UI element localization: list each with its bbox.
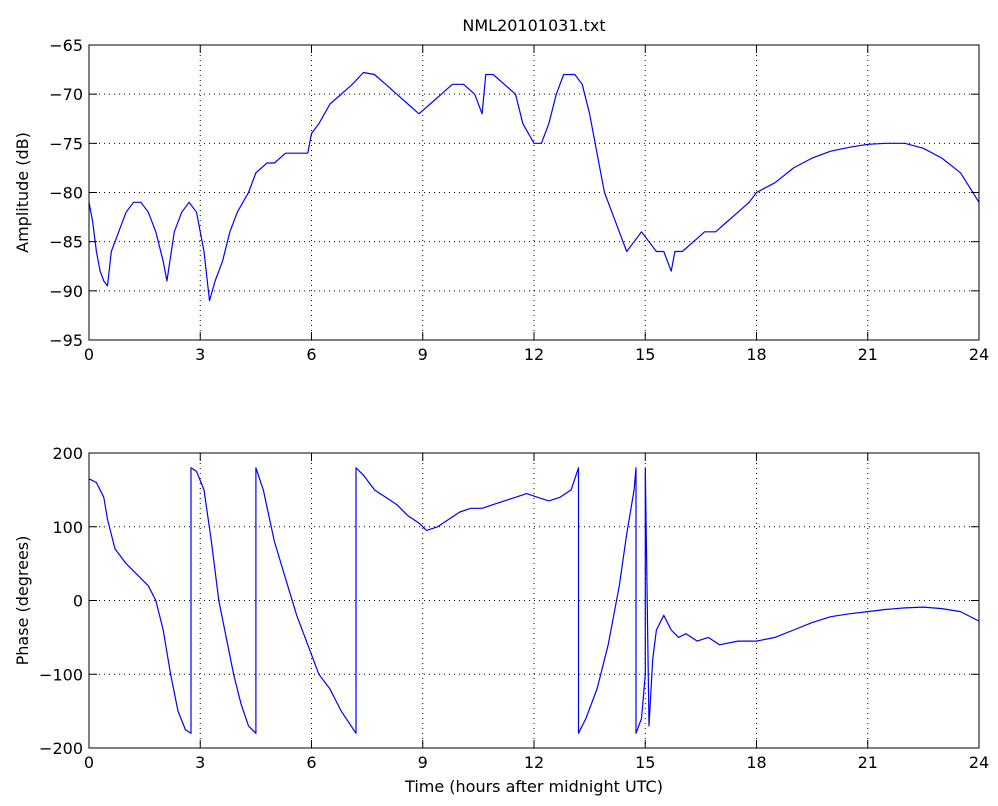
phase-xtick-label: 12 xyxy=(524,753,544,772)
amplitude-xtick-label: 21 xyxy=(858,345,878,364)
amplitude-xtick-label: 3 xyxy=(195,345,205,364)
phase-ytick-label: −100 xyxy=(39,665,83,684)
chart-title: NML20101031.txt xyxy=(462,16,605,35)
phase-xtick-label: 15 xyxy=(635,753,655,772)
phase-ytick-label: 200 xyxy=(52,444,83,463)
phase-axes: 0 3 6 9 12 15 18 21 24 −200 −100 0 100 200 Time (hour… xyxy=(13,444,989,796)
amplitude-ytick-label: −75 xyxy=(49,134,83,153)
phase-xtick-label: 21 xyxy=(858,753,878,772)
amplitude-xtick-label: 0 xyxy=(84,345,94,364)
phase-xtick-label: 9 xyxy=(418,753,428,772)
amplitude-ytick-label: −65 xyxy=(49,36,83,55)
phase-ytick-label: −200 xyxy=(39,739,83,758)
phase-series-line xyxy=(88,467,980,734)
amplitude-series-line xyxy=(88,71,980,302)
amplitude-xtick-label: 15 xyxy=(635,345,655,364)
amplitude-xtick-label: 9 xyxy=(418,345,428,364)
amplitude-ytick-label: −85 xyxy=(49,233,83,252)
amplitude-xtick-label: 24 xyxy=(969,345,989,364)
phase-ticks: 0 3 6 9 12 15 18 21 24 −200 −100 0 100 200 xyxy=(39,444,989,772)
phase-xtick-label: 24 xyxy=(969,753,989,772)
amplitude-xtick-label: 18 xyxy=(746,345,766,364)
amplitude-ytick-label: −95 xyxy=(49,331,83,350)
phase-xtick-label: 6 xyxy=(306,753,316,772)
amplitude-xtick-label: 12 xyxy=(524,345,544,364)
phase-xtick-label: 3 xyxy=(195,753,205,772)
phase-ytick-label: 100 xyxy=(52,518,83,537)
phase-series xyxy=(88,467,980,734)
amplitude-xtick-label: 6 xyxy=(306,345,316,364)
amplitude-ytick-label: −70 xyxy=(49,85,83,104)
amplitude-ytick-label: −80 xyxy=(49,184,83,203)
phase-xtick-label: 18 xyxy=(746,753,766,772)
phase-xtick-label: 0 xyxy=(84,753,94,772)
phase-grid xyxy=(89,453,979,748)
phase-x-axis-label: Time (hours after midnight UTC) xyxy=(404,777,663,796)
amplitude-ytick-label: −90 xyxy=(49,282,83,301)
amplitude-y-axis-label: Amplitude (dB) xyxy=(13,132,32,253)
phase-y-axis-label: Phase (degrees) xyxy=(13,536,32,666)
amplitude-axes: 0 3 6 9 12 15 18 21 24 −95 −90 −85 −80 −75 −70 −65 NML2… xyxy=(13,16,989,364)
amplitude-series xyxy=(88,71,980,302)
phase-ytick-label: 0 xyxy=(73,592,83,611)
amplitude-ticks: 0 3 6 9 12 15 18 21 24 −95 −90 −85 −80 −75 −70 −65 xyxy=(49,36,989,364)
